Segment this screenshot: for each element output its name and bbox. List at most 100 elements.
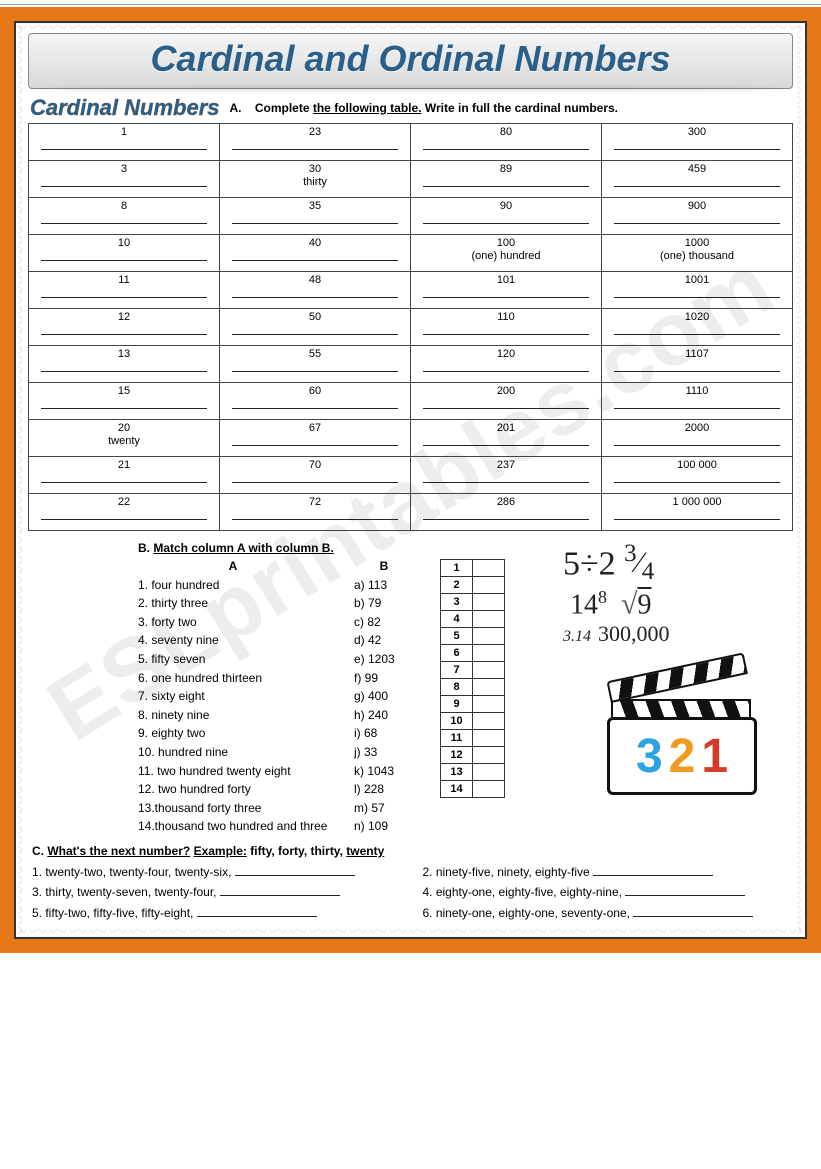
table-cell[interactable]: 13 [29, 346, 220, 383]
table-cell[interactable]: 1020 [602, 309, 793, 346]
table-cell[interactable]: 110 [411, 309, 602, 346]
table-cell[interactable]: 22 [29, 494, 220, 531]
blank-line[interactable] [220, 886, 340, 896]
blank-line[interactable] [423, 324, 589, 335]
blank-line[interactable] [232, 250, 398, 261]
blank-line[interactable] [423, 361, 589, 372]
table-cell[interactable]: 11 [29, 272, 220, 309]
blank-line[interactable] [232, 213, 398, 224]
grid-answer-cell[interactable] [473, 611, 505, 628]
table-cell[interactable]: 40 [220, 235, 411, 272]
grid-answer-cell[interactable] [473, 560, 505, 577]
blank-line[interactable] [614, 398, 780, 409]
table-cell[interactable]: 23 [220, 124, 411, 161]
table-cell[interactable]: 1001 [602, 272, 793, 309]
table-cell[interactable]: 12 [29, 309, 220, 346]
blank-line[interactable] [232, 435, 398, 446]
blank-line[interactable] [614, 139, 780, 150]
table-cell[interactable]: 900 [602, 198, 793, 235]
grid-answer-cell[interactable] [473, 730, 505, 747]
blank-line[interactable] [232, 398, 398, 409]
blank-line[interactable] [423, 176, 589, 187]
table-cell[interactable]: 3 [29, 161, 220, 198]
blank-line[interactable] [614, 213, 780, 224]
grid-answer-cell[interactable] [473, 679, 505, 696]
table-cell[interactable]: 70 [220, 457, 411, 494]
blank-line[interactable] [41, 398, 207, 409]
table-cell[interactable]: 67 [220, 420, 411, 457]
table-cell[interactable]: 237 [411, 457, 602, 494]
blank-line[interactable] [41, 139, 207, 150]
table-cell[interactable]: 100 000 [602, 457, 793, 494]
blank-line[interactable] [232, 472, 398, 483]
grid-answer-cell[interactable] [473, 781, 505, 798]
grid-answer-cell[interactable] [473, 713, 505, 730]
table-cell[interactable]: 101 [411, 272, 602, 309]
blank-line[interactable] [614, 361, 780, 372]
blank-line[interactable] [423, 398, 589, 409]
blank-line[interactable] [232, 287, 398, 298]
grid-answer-cell[interactable] [473, 747, 505, 764]
blank-line[interactable] [633, 907, 753, 917]
table-cell[interactable]: 1 000 000 [602, 494, 793, 531]
grid-answer-cell[interactable] [473, 577, 505, 594]
table-cell[interactable]: 286 [411, 494, 602, 531]
blank-line[interactable] [614, 435, 780, 446]
blank-line[interactable] [41, 213, 207, 224]
grid-answer-cell[interactable] [473, 696, 505, 713]
table-cell[interactable]: 35 [220, 198, 411, 235]
table-cell[interactable]: 10 [29, 235, 220, 272]
table-cell[interactable]: 1 [29, 124, 220, 161]
blank-line[interactable] [41, 324, 207, 335]
blank-line[interactable] [423, 435, 589, 446]
blank-line[interactable] [232, 361, 398, 372]
blank-line[interactable] [614, 509, 780, 520]
blank-line[interactable] [41, 250, 207, 261]
table-cell[interactable]: 90 [411, 198, 602, 235]
grid-answer-cell[interactable] [473, 645, 505, 662]
table-cell[interactable]: 2000 [602, 420, 793, 457]
blank-line[interactable] [423, 139, 589, 150]
grid-answer-cell[interactable] [473, 628, 505, 645]
blank-line[interactable] [232, 139, 398, 150]
table-cell[interactable]: 1107 [602, 346, 793, 383]
table-cell[interactable]: 459 [602, 161, 793, 198]
blank-line[interactable] [614, 324, 780, 335]
table-cell[interactable]: 200 [411, 383, 602, 420]
table-cell[interactable]: 1110 [602, 383, 793, 420]
blank-line[interactable] [423, 509, 589, 520]
table-cell[interactable]: 20twenty [29, 420, 220, 457]
table-cell[interactable]: 201 [411, 420, 602, 457]
table-cell[interactable]: 60 [220, 383, 411, 420]
blank-line[interactable] [232, 509, 398, 520]
blank-line[interactable] [232, 324, 398, 335]
table-cell[interactable]: 120 [411, 346, 602, 383]
grid-answer-cell[interactable] [473, 662, 505, 679]
table-cell[interactable]: 80 [411, 124, 602, 161]
table-cell[interactable]: 15 [29, 383, 220, 420]
blank-line[interactable] [41, 287, 207, 298]
grid-answer-cell[interactable] [473, 594, 505, 611]
blank-line[interactable] [235, 866, 355, 876]
blank-line[interactable] [625, 886, 745, 896]
table-cell[interactable]: 50 [220, 309, 411, 346]
table-cell[interactable]: 100(one) hundred [411, 235, 602, 272]
blank-line[interactable] [41, 509, 207, 520]
table-cell[interactable]: 72 [220, 494, 411, 531]
table-cell[interactable]: 1000(one) thousand [602, 235, 793, 272]
table-cell[interactable]: 30thirty [220, 161, 411, 198]
blank-line[interactable] [614, 287, 780, 298]
table-cell[interactable]: 21 [29, 457, 220, 494]
grid-answer-cell[interactable] [473, 764, 505, 781]
blank-line[interactable] [41, 176, 207, 187]
blank-line[interactable] [41, 361, 207, 372]
table-cell[interactable]: 55 [220, 346, 411, 383]
table-cell[interactable]: 8 [29, 198, 220, 235]
table-cell[interactable]: 300 [602, 124, 793, 161]
blank-line[interactable] [197, 907, 317, 917]
blank-line[interactable] [423, 472, 589, 483]
blank-line[interactable] [423, 213, 589, 224]
table-cell[interactable]: 48 [220, 272, 411, 309]
table-cell[interactable]: 89 [411, 161, 602, 198]
blank-line[interactable] [593, 866, 713, 876]
